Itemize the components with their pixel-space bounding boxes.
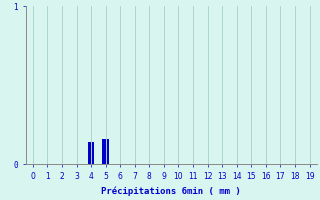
X-axis label: Précipitations 6min ( mm ): Précipitations 6min ( mm ) — [101, 186, 241, 196]
Bar — [102, 139, 109, 164]
Bar — [88, 142, 94, 164]
